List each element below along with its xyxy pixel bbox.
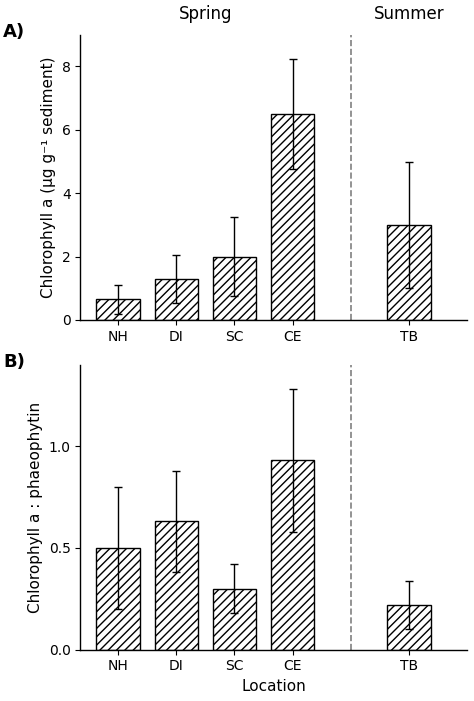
Text: A): A) <box>3 23 25 41</box>
Y-axis label: Chlorophyll a : phaeophytin: Chlorophyll a : phaeophytin <box>28 402 43 613</box>
Bar <box>155 279 198 320</box>
X-axis label: Location: Location <box>241 679 306 694</box>
Bar <box>387 605 431 650</box>
Text: Spring: Spring <box>179 6 232 23</box>
Bar <box>271 461 314 650</box>
Bar <box>387 225 431 320</box>
Text: Summer: Summer <box>374 6 444 23</box>
Bar <box>213 589 256 650</box>
Bar <box>271 114 314 320</box>
Bar <box>96 299 140 320</box>
Y-axis label: Chlorophyll a (µg g⁻¹ sediment): Chlorophyll a (µg g⁻¹ sediment) <box>41 57 56 298</box>
Text: B): B) <box>3 353 25 372</box>
Bar <box>96 548 140 650</box>
Bar <box>213 257 256 320</box>
Bar <box>155 522 198 650</box>
